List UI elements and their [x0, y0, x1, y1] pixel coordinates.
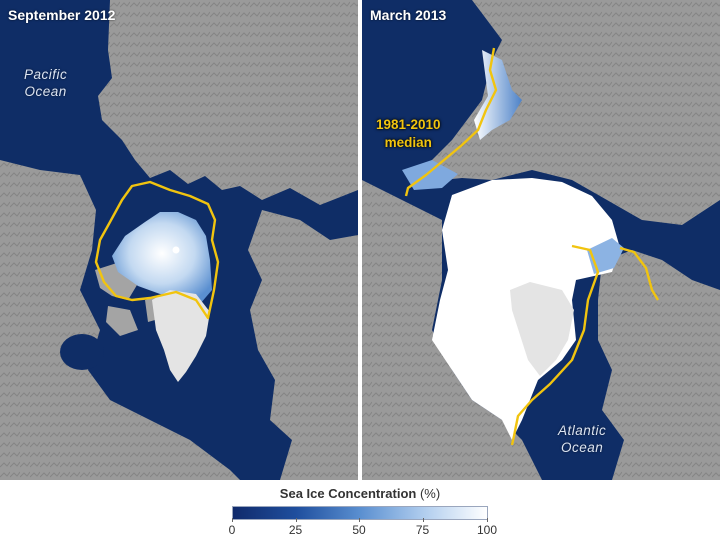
legend-tick-label: 50 — [352, 523, 366, 537]
legend-tick-label: 25 — [288, 523, 303, 537]
map-panel-march-2013: March 2013 1981-2010 median Atlantic Oce… — [362, 0, 720, 480]
legend-title: Sea Ice Concentration (%) — [0, 486, 720, 501]
hudson-bay — [60, 334, 104, 370]
legend-tick-mark — [232, 518, 233, 522]
ocean-label-line: Pacific — [24, 67, 68, 82]
median-ice-edge-line — [404, 47, 600, 446]
europe-landmass — [248, 210, 358, 480]
legend-tick-label: 75 — [415, 523, 430, 537]
europe-landmass — [598, 250, 720, 480]
legend-tick-mark — [422, 518, 424, 522]
median-ice-edge-line — [94, 180, 220, 320]
median-ice-edge-line-europe — [619, 246, 660, 301]
panel-title: March 2013 — [370, 7, 447, 23]
map-panel-september-2012: September 2012 Pacific Ocean — [0, 0, 358, 480]
pacific-ocean-label: Pacific Ocean — [24, 66, 67, 100]
legend-colorbar — [232, 506, 488, 520]
legend-tick-mark — [487, 518, 488, 522]
eurasia-landmass — [422, 0, 720, 225]
legend-tick-mark — [295, 518, 297, 522]
legend-title-text: Sea Ice Concentration — [279, 486, 417, 501]
north-america-landmass — [362, 180, 542, 480]
north-america-landmass — [0, 160, 240, 480]
sea-ice-bering — [474, 50, 522, 140]
legend-tick-label: 100 — [476, 523, 498, 537]
median-label-line: median — [384, 135, 432, 150]
arctic-map-september — [0, 0, 358, 480]
panel-title: September 2012 — [8, 7, 116, 23]
atlantic-ocean-label: Atlantic Ocean — [558, 422, 606, 456]
north-pole-marker — [172, 246, 180, 254]
greenland — [152, 290, 210, 382]
median-line-label: 1981-2010 median — [376, 116, 441, 152]
panel-divider — [358, 0, 362, 480]
ocean-label-line: Ocean — [24, 84, 67, 99]
eurasia-landmass — [98, 0, 358, 205]
legend-tick-mark — [359, 518, 360, 522]
median-label-line: 1981-2010 — [376, 117, 441, 132]
ocean-label-line: Ocean — [561, 440, 604, 455]
legend-unit: (%) — [419, 486, 441, 501]
arctic-map-march — [362, 0, 720, 480]
legend-tick-label: 0 — [228, 523, 236, 537]
greenland — [510, 282, 574, 376]
ocean-label-line: Atlantic — [558, 423, 607, 438]
sea-ice-extent — [112, 212, 212, 304]
north-pole-marker — [532, 242, 540, 250]
